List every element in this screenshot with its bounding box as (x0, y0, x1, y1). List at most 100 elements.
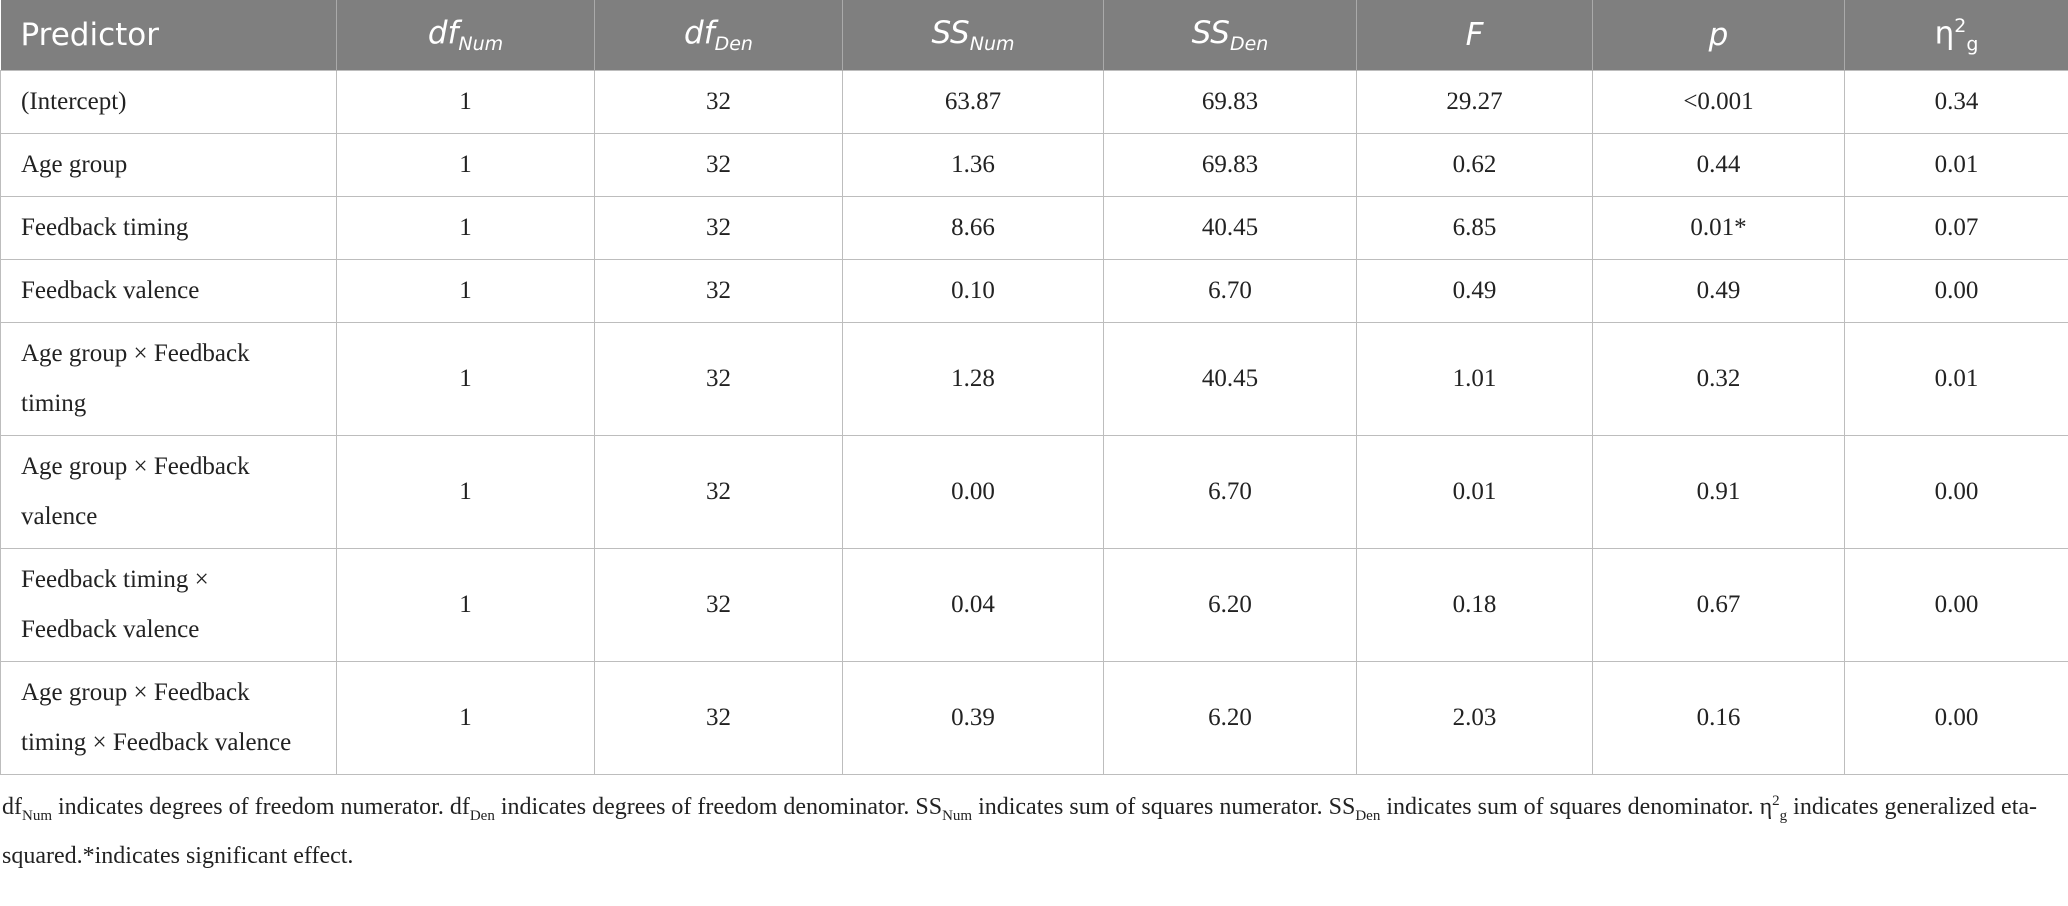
text: indicates generalized eta-squared.*indic… (2, 794, 2038, 869)
subscript: Den (1355, 807, 1381, 824)
table-cell: 0.39 (842, 661, 1104, 775)
table-cell: 0.07 (1844, 196, 2068, 260)
table-cell: 1 (336, 133, 595, 197)
text: df (2, 794, 22, 820)
table-cell: 1 (336, 196, 595, 260)
table-cell: 1.36 (842, 133, 1104, 197)
superscript: 2 (1954, 14, 1967, 37)
table-cell: 1 (336, 548, 595, 662)
table-row: Age group 1 32 1.36 69.83 0.62 0.44 0.01 (0, 133, 2068, 197)
table-row: Feedback valence 1 32 0.10 6.70 0.49 0.49 0.00 (0, 259, 2068, 323)
table-cell: 0.01 (1844, 322, 2068, 436)
table-cell: Feedback valence (0, 259, 337, 323)
table-cell: 2.03 (1356, 661, 1593, 775)
table-cell: 6.70 (1103, 259, 1357, 323)
table-cell: 0.00 (1844, 435, 2068, 549)
table-cell: 0.00 (842, 435, 1104, 549)
table-cell: 6.85 (1356, 196, 1593, 260)
table-cell: Age group × Feedback valence (0, 435, 337, 549)
header-cell: SSDen (1103, 0, 1357, 71)
table-cell: 6.20 (1103, 548, 1357, 662)
table-cell: 0.01* (1592, 196, 1845, 260)
table-cell: <0.001 (1592, 70, 1845, 134)
table-cell: 0.18 (1356, 548, 1593, 662)
header-cell: Predictor (0, 0, 337, 71)
subscript: g (1966, 33, 1979, 56)
text: df (427, 14, 459, 51)
text: Predictor (20, 17, 160, 53)
text: indicates sum of squares numerator. SS (972, 794, 1356, 820)
table-row: Feedback timing 1 32 8.66 40.45 6.85 0.01* 0.07 (0, 196, 2068, 260)
table-cell: 0.67 (1592, 548, 1845, 662)
header-cell: F (1356, 0, 1593, 71)
subscript: Num (22, 807, 52, 824)
subscript: Den (469, 807, 495, 824)
header-cell: dfNum (336, 0, 595, 71)
table-cell: Feedback timing (0, 196, 337, 260)
table-cell: 1.01 (1356, 322, 1593, 436)
table-cell: 0.00 (1844, 548, 2068, 662)
table-cell: 29.27 (1356, 70, 1593, 134)
subscript: Den (1229, 33, 1269, 56)
table-cell: 40.45 (1103, 196, 1357, 260)
table-cell: 32 (594, 322, 843, 436)
table-cell: 6.20 (1103, 661, 1357, 775)
table-cell: (Intercept) (0, 70, 337, 134)
table-cell: 1 (336, 259, 595, 323)
table-cell: 0.00 (1844, 661, 2068, 775)
table-cell: 6.70 (1103, 435, 1357, 549)
table-row: (Intercept) 1 32 63.87 69.83 29.27 <0.001 0.34 (0, 70, 2068, 134)
footnote: dfNum indicates degrees of freedom numer… (0, 775, 2068, 876)
table-cell: 0.04 (842, 548, 1104, 662)
subscript: Num (458, 33, 504, 56)
table-cell: 0.91 (1592, 435, 1845, 549)
header-cell: η2g (1844, 0, 2068, 71)
text: indicates degrees of freedom denominator… (494, 794, 943, 820)
subscript: Num (942, 807, 973, 824)
header-cell: p (1592, 0, 1845, 71)
table-cell: 32 (594, 435, 843, 549)
table-cell: 0.01 (1356, 435, 1593, 549)
text: F (1465, 17, 1484, 53)
table-row: Feedback timing × Feedback valence 1 32 0.0… (0, 548, 2068, 662)
table-cell: Age group × Feedback timing × Feedback v… (0, 661, 337, 775)
subscript: Num (969, 33, 1015, 56)
table-cell: 0.34 (1844, 70, 2068, 134)
table-cell: 32 (594, 70, 843, 134)
table-cell: 8.66 (842, 196, 1104, 260)
table-cell: 0.01 (1844, 133, 2068, 197)
table-cell: 1 (336, 435, 595, 549)
table-cell: 69.83 (1103, 133, 1357, 197)
table-cell: 1 (336, 70, 595, 134)
text: indicates sum of squares denominator. η (1380, 794, 1773, 820)
table-body: (Intercept) 1 32 63.87 69.83 29.27 <0.001 0.34 A… (0, 70, 2068, 775)
table-cell: Age group (0, 133, 337, 197)
table-cell: 0.49 (1356, 259, 1593, 323)
table-cell: 32 (594, 196, 843, 260)
header-cell: dfDen (594, 0, 843, 71)
table-row: Age group × Feedback timing 1 32 1.28 40.45 1… (0, 322, 2068, 436)
table-cell: 32 (594, 133, 843, 197)
table-cell: 32 (594, 548, 843, 662)
table-cell: 40.45 (1103, 322, 1357, 436)
subscript: Den (714, 33, 753, 56)
text: df (684, 14, 715, 51)
table-cell: 0.62 (1356, 133, 1593, 197)
table-row: Age group × Feedback timing × Feedback v… (0, 661, 2068, 775)
table-row: Age group × Feedback valence 1 32 0.00 6.70 0… (0, 435, 2068, 549)
table-cell: 0.49 (1592, 259, 1845, 323)
table-cell: 1 (336, 322, 595, 436)
table-cell: 0.10 (842, 259, 1104, 323)
subscript: g (1779, 807, 1788, 824)
text: indicates degrees of freedom numerator. … (52, 794, 470, 820)
superscript: 2 (1772, 793, 1780, 809)
table-cell: 0.44 (1592, 133, 1845, 197)
table-cell: 1 (336, 661, 595, 775)
text: η (1934, 15, 1955, 52)
table-cell: 0.00 (1844, 259, 2068, 323)
text: SS (931, 14, 970, 51)
table-cell: 0.16 (1592, 661, 1845, 775)
